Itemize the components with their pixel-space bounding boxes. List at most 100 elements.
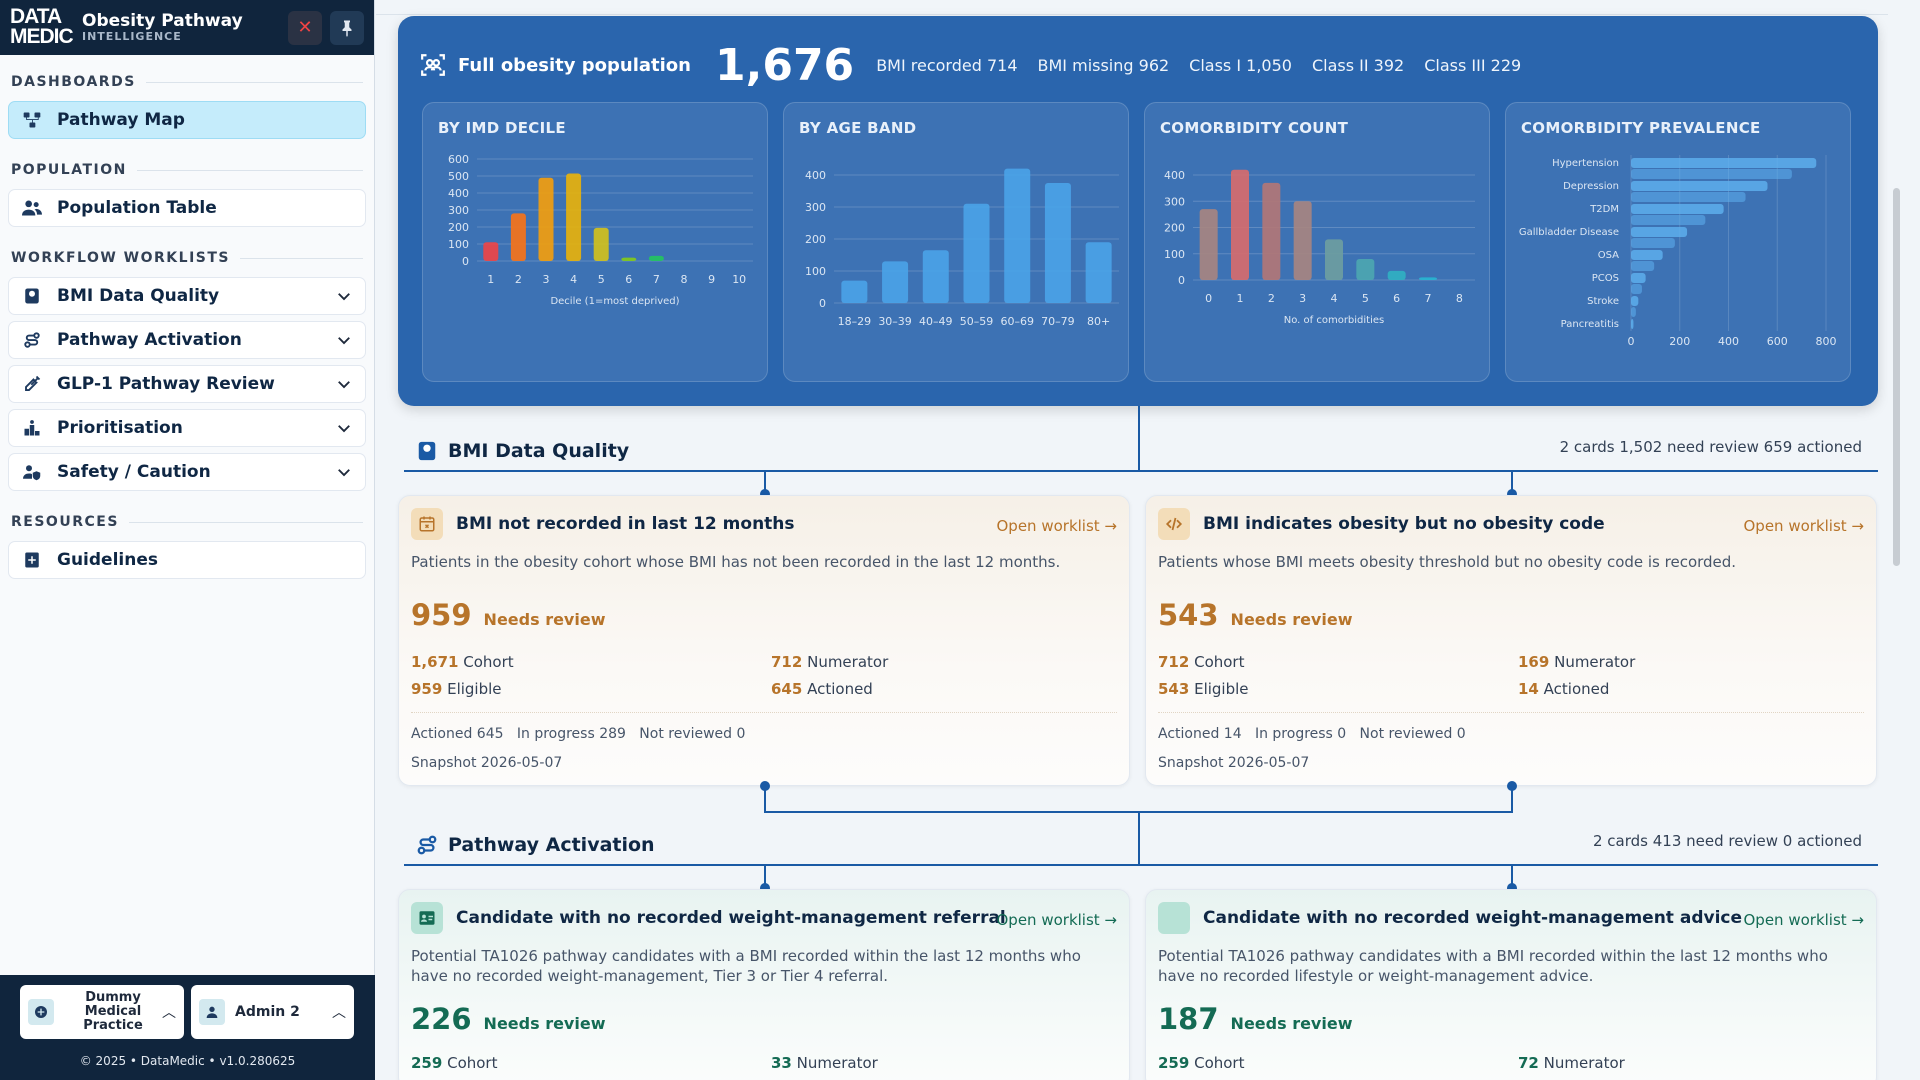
bar [566,173,582,261]
open-worklist-link[interactable]: Open worklist → [1743,517,1865,535]
chart-panel-age: BY AGE BAND 0 100 200 300 400 18–29 30–39 40–49… [783,102,1129,382]
cohort-stat: 712 Cohort [1158,653,1245,671]
bar [1325,239,1343,280]
progress-summary: Actioned 14 In progress 0 Not reviewed 0 [1158,726,1466,742]
worklist-card-no-advice[interactable]: Candidate with no recorded weight-manage… [1145,889,1877,1080]
syringe-icon [21,373,43,395]
y-tick-label: Stroke [1587,296,1619,307]
chart-panel-comorbidity-count: COMORBIDITY COUNT 0 100 200 300 400 0 1 2 3 4 5 6 7 8… [1144,102,1490,382]
sidebar-item-population-table[interactable]: Population Table [8,189,366,227]
sidebar-item-pathway-activation[interactable]: Pathway Activation [8,321,366,359]
bar [1387,270,1406,280]
y-tick-label: PCOS [1592,273,1619,284]
y-tick-label: Gallbladder Disease [1519,227,1619,238]
stat-bmi-missing: BMI missing 962 [1037,55,1170,75]
x-tick-label: 5 [598,273,605,286]
bar [1631,319,1634,329]
y-tick-label: 100 [448,238,469,251]
pin-icon [342,20,352,37]
needs-review-count: 543 [1158,598,1219,632]
status-label: Needs review [1230,1014,1353,1033]
bar [1631,158,1817,168]
snapshot-date: Snapshot 2026-05-07 [1158,755,1310,771]
x-tick-label: 30–39 [878,315,912,328]
card-title: BMI indicates obesity but no obesity cod… [1203,514,1605,534]
y-tick-label: 200 [448,221,469,234]
hero-title: Full obesity population [458,54,691,76]
open-worklist-link[interactable]: Open worklist → [996,517,1118,535]
card-description: Potential TA1026 pathway candidates with… [1158,947,1828,985]
sidebar-item-safety[interactable]: Safety / Caution [8,453,366,491]
sidebar-item-label: GLP-1 Pathway Review [57,374,275,394]
chart-panel-imd: BY IMD DECILE 0 100 200 300 400 500 600 1 2 3 4 5 6 7… [422,102,768,382]
imd-decile-chart: 0 100 200 300 400 500 600 1 2 3 4 5 6 7 8 9 10 Decile (1=… [448,153,753,307]
close-icon: ✕ [297,17,313,38]
worklist-card-no-referral[interactable]: Candidate with no recorded weight-manage… [398,889,1130,1080]
y-tick-label: 200 [805,233,826,246]
x-tick-label: 2 [515,273,522,286]
network-icon [21,109,43,131]
y-tick-label: 100 [805,265,826,278]
y-tick-label: 400 [448,187,469,200]
scrollbar[interactable] [1888,0,1904,1080]
numerator-stat: 169 Numerator [1518,653,1636,671]
x-tick-label: 18–29 [838,315,872,328]
pin-sidebar-button[interactable] [330,10,364,45]
id-card-icon [411,902,443,934]
user-menu[interactable]: Admin 2 ︿ [191,985,354,1039]
bar [1293,201,1312,280]
sidebar-item-glp1-review[interactable]: GLP-1 Pathway Review [8,365,366,403]
scrollbar-thumb[interactable] [1893,188,1900,566]
bar [621,257,637,261]
bar [1004,168,1031,303]
close-sidebar-button[interactable]: ✕ [288,10,322,45]
section-label-workflow: WORKFLOW WORKLISTS [0,247,374,269]
sidebar-item-pathway-map[interactable]: Pathway Map [8,101,366,139]
sidebar-item-label: Pathway Activation [57,330,242,350]
bar [1631,227,1688,237]
y-tick-label: 600 [448,153,469,166]
bar [1631,273,1646,283]
x-tick-label: 800 [1816,335,1837,348]
cohort-stat: 1,671 Cohort [411,653,514,671]
x-tick-label: 6 [625,273,632,286]
section-title-activation: Pathway Activation [416,834,655,856]
main-content: Full obesity population 1,676 BMI record… [376,0,1904,1080]
x-tick-label: 0 [1205,292,1212,305]
x-tick-label: 200 [1669,335,1690,348]
y-tick-label: 500 [448,170,469,183]
y-tick-label: T2DM [1589,204,1619,215]
code-icon [1158,508,1190,540]
sidebar-item-guidelines[interactable]: Guidelines [8,541,366,579]
chart-title: BY AGE BAND [799,119,917,137]
worklist-card-bmi-not-recorded[interactable]: BMI not recorded in last 12 months Open … [398,495,1130,786]
population-total: 1,676 [715,39,855,91]
sidebar-item-prioritisation[interactable]: Prioritisation [8,409,366,447]
practice-selector[interactable]: Dummy Medical Practice ︿ [20,985,184,1039]
section-label-resources: RESOURCES [0,511,374,533]
stat-class-3: Class III 229 [1424,55,1522,75]
bar [1419,277,1437,280]
sidebar-item-bmi-data-quality[interactable]: BMI Data Quality [8,277,366,315]
sidebar-item-label: Safety / Caution [57,462,211,482]
x-tick-label: 60–69 [1000,315,1034,328]
age-band-chart: 0 100 200 300 400 18–29 30–39 40–49 50–59 60–69 70… [805,168,1119,328]
worklist-card-bmi-no-code[interactable]: BMI indicates obesity but no obesity cod… [1145,495,1877,786]
open-worklist-link[interactable]: Open worklist → [1743,911,1865,929]
eligible-stat: 543 Eligible [1158,680,1249,698]
y-tick-label: 200 [1164,222,1185,235]
chart-title: BY IMD DECILE [438,119,566,137]
user-shield-icon [21,461,43,483]
chart-title: COMORBIDITY COUNT [1160,119,1349,137]
user-name: Admin 2 [235,1004,300,1020]
x-tick-label: 2 [1268,292,1275,305]
x-tick-label: 4 [1331,292,1338,305]
y-tick-label: Depression [1563,181,1619,192]
datamedic-logo: DATA MEDIC [10,4,74,48]
open-worklist-link[interactable]: Open worklist → [996,911,1118,929]
bar [1356,259,1375,280]
x-tick-label: 80+ [1087,315,1110,328]
section-label-dashboards: DASHBOARDS [0,71,374,93]
app-subtitle: INTELLIGENCE [82,30,182,43]
calendar-x-icon [411,508,443,540]
